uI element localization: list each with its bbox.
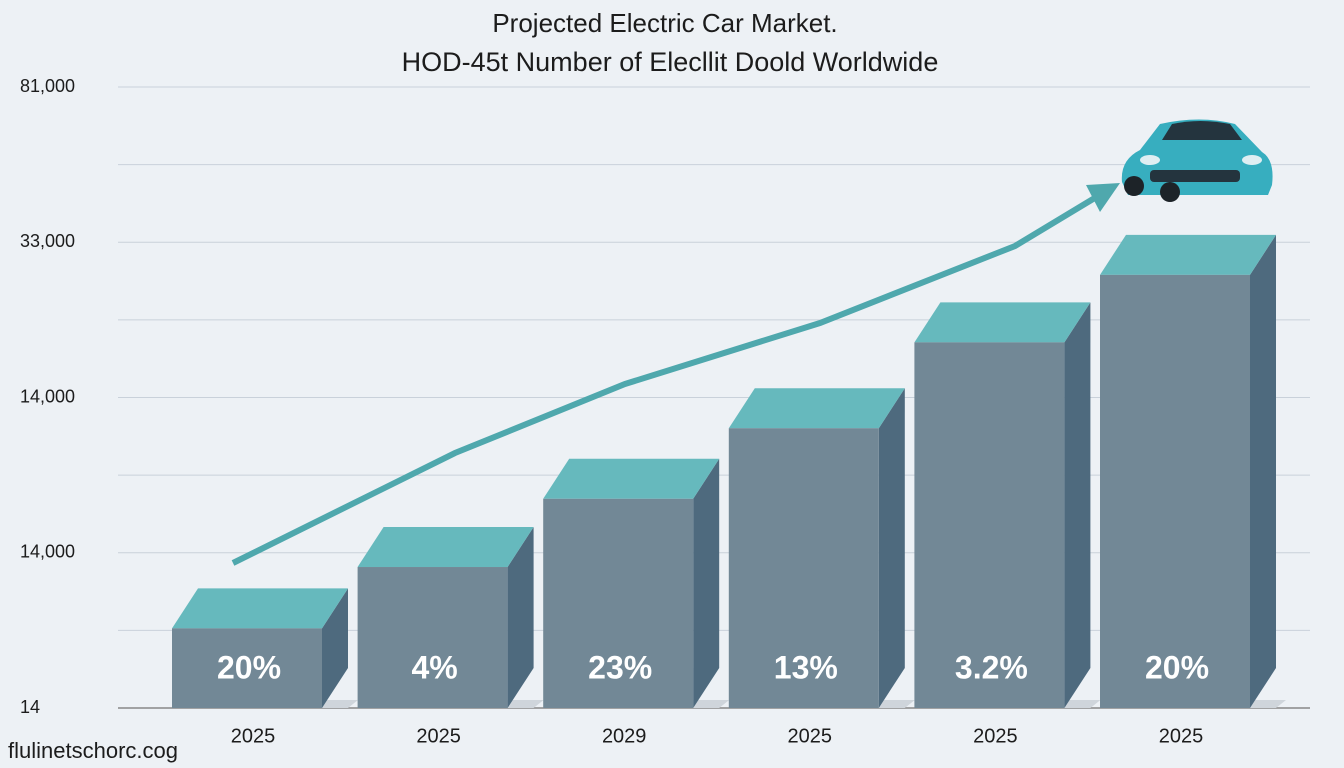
car-icon	[1121, 119, 1273, 202]
x-tick-label: 2025	[231, 725, 276, 747]
trend-arrowhead	[1086, 183, 1120, 212]
bar-top	[1100, 234, 1276, 275]
x-tick-label: 2025	[788, 725, 833, 747]
bar-side	[1250, 234, 1276, 709]
bar-top	[914, 302, 1091, 343]
bar-top	[728, 388, 905, 429]
bar-side	[322, 588, 348, 708]
bar-side	[693, 458, 720, 708]
y-axis-label: 81,000	[20, 76, 75, 96]
bar-label: 20%	[217, 649, 281, 685]
bar	[1100, 274, 1250, 708]
bar-label: 20%	[1145, 649, 1209, 685]
bars: 20% 2025 4% 2025 23% 2029 13% 2025 3.2% 2025 20% 20…	[172, 234, 1286, 747]
bar-side	[878, 388, 905, 708]
x-tick-label: 2029	[602, 725, 647, 747]
bar-label: 13%	[774, 649, 838, 685]
bar	[543, 498, 694, 708]
chart-title: Projected Electric Car Market.	[492, 8, 837, 38]
y-axis-label: 33,000	[20, 231, 75, 251]
bar	[357, 567, 508, 708]
bar-label: 23%	[588, 649, 652, 685]
bar-side	[507, 527, 534, 708]
y-axis-label: 14,000	[20, 386, 75, 406]
bar-label: 4%	[411, 649, 457, 685]
watermark: flulinetschorc.cog	[8, 738, 178, 763]
bar-top	[172, 588, 348, 629]
bar	[914, 342, 1065, 708]
bar-side	[1064, 302, 1091, 708]
bar	[728, 428, 879, 708]
y-axis-label: 14	[20, 697, 40, 717]
chart-subtitle: HOD-45t Number of Elecllit Doold Worldwi…	[402, 47, 939, 77]
trend-arrow	[231, 193, 1100, 566]
y-axis-label: 14,000	[20, 542, 75, 562]
bar-label: 3.2%	[955, 649, 1028, 685]
bar-top	[543, 458, 720, 499]
x-tick-label: 2025	[973, 725, 1018, 747]
x-tick-label: 2025	[416, 725, 461, 747]
bar	[172, 628, 322, 708]
bar-top	[357, 527, 534, 568]
x-tick-label: 2025	[1159, 725, 1204, 747]
